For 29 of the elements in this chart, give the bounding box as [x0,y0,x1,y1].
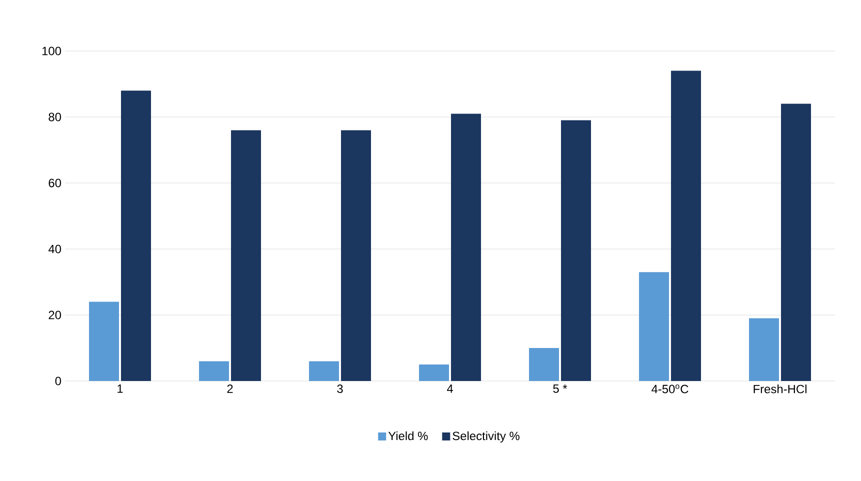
bar [560,120,591,381]
y-tick-label: 60 [48,178,62,188]
bar [340,130,371,381]
x-tick-label: 4 [446,384,453,393]
bar [780,104,811,381]
bar [450,114,481,381]
x-tick-label: 1 [118,384,123,393]
y-tick-label: 0 [55,376,62,386]
bar [749,318,780,381]
x-tick-label: 2 [227,384,233,393]
bar [89,302,120,381]
bar [120,90,151,381]
y-tick-label: 40 [48,244,62,254]
y-tick-label: 80 [48,112,62,122]
bar [309,361,340,381]
x-tick-label: Fresh-HCl [754,384,806,394]
bar [230,130,261,381]
y-tick-label: 100 [42,46,62,56]
legend-label: Yield % [388,431,428,440]
bar [670,70,701,381]
y-tick-label: 20 [48,310,62,320]
x-tick-label: 5 * [553,384,568,393]
bar [419,364,450,381]
x-tick-label: 4-50$^{o}$C [652,384,688,394]
x-tick-label: 3 [337,384,343,393]
bar [639,272,670,381]
bar [529,348,560,381]
legend-label: Selectivity % [452,431,520,443]
bar [199,361,230,381]
